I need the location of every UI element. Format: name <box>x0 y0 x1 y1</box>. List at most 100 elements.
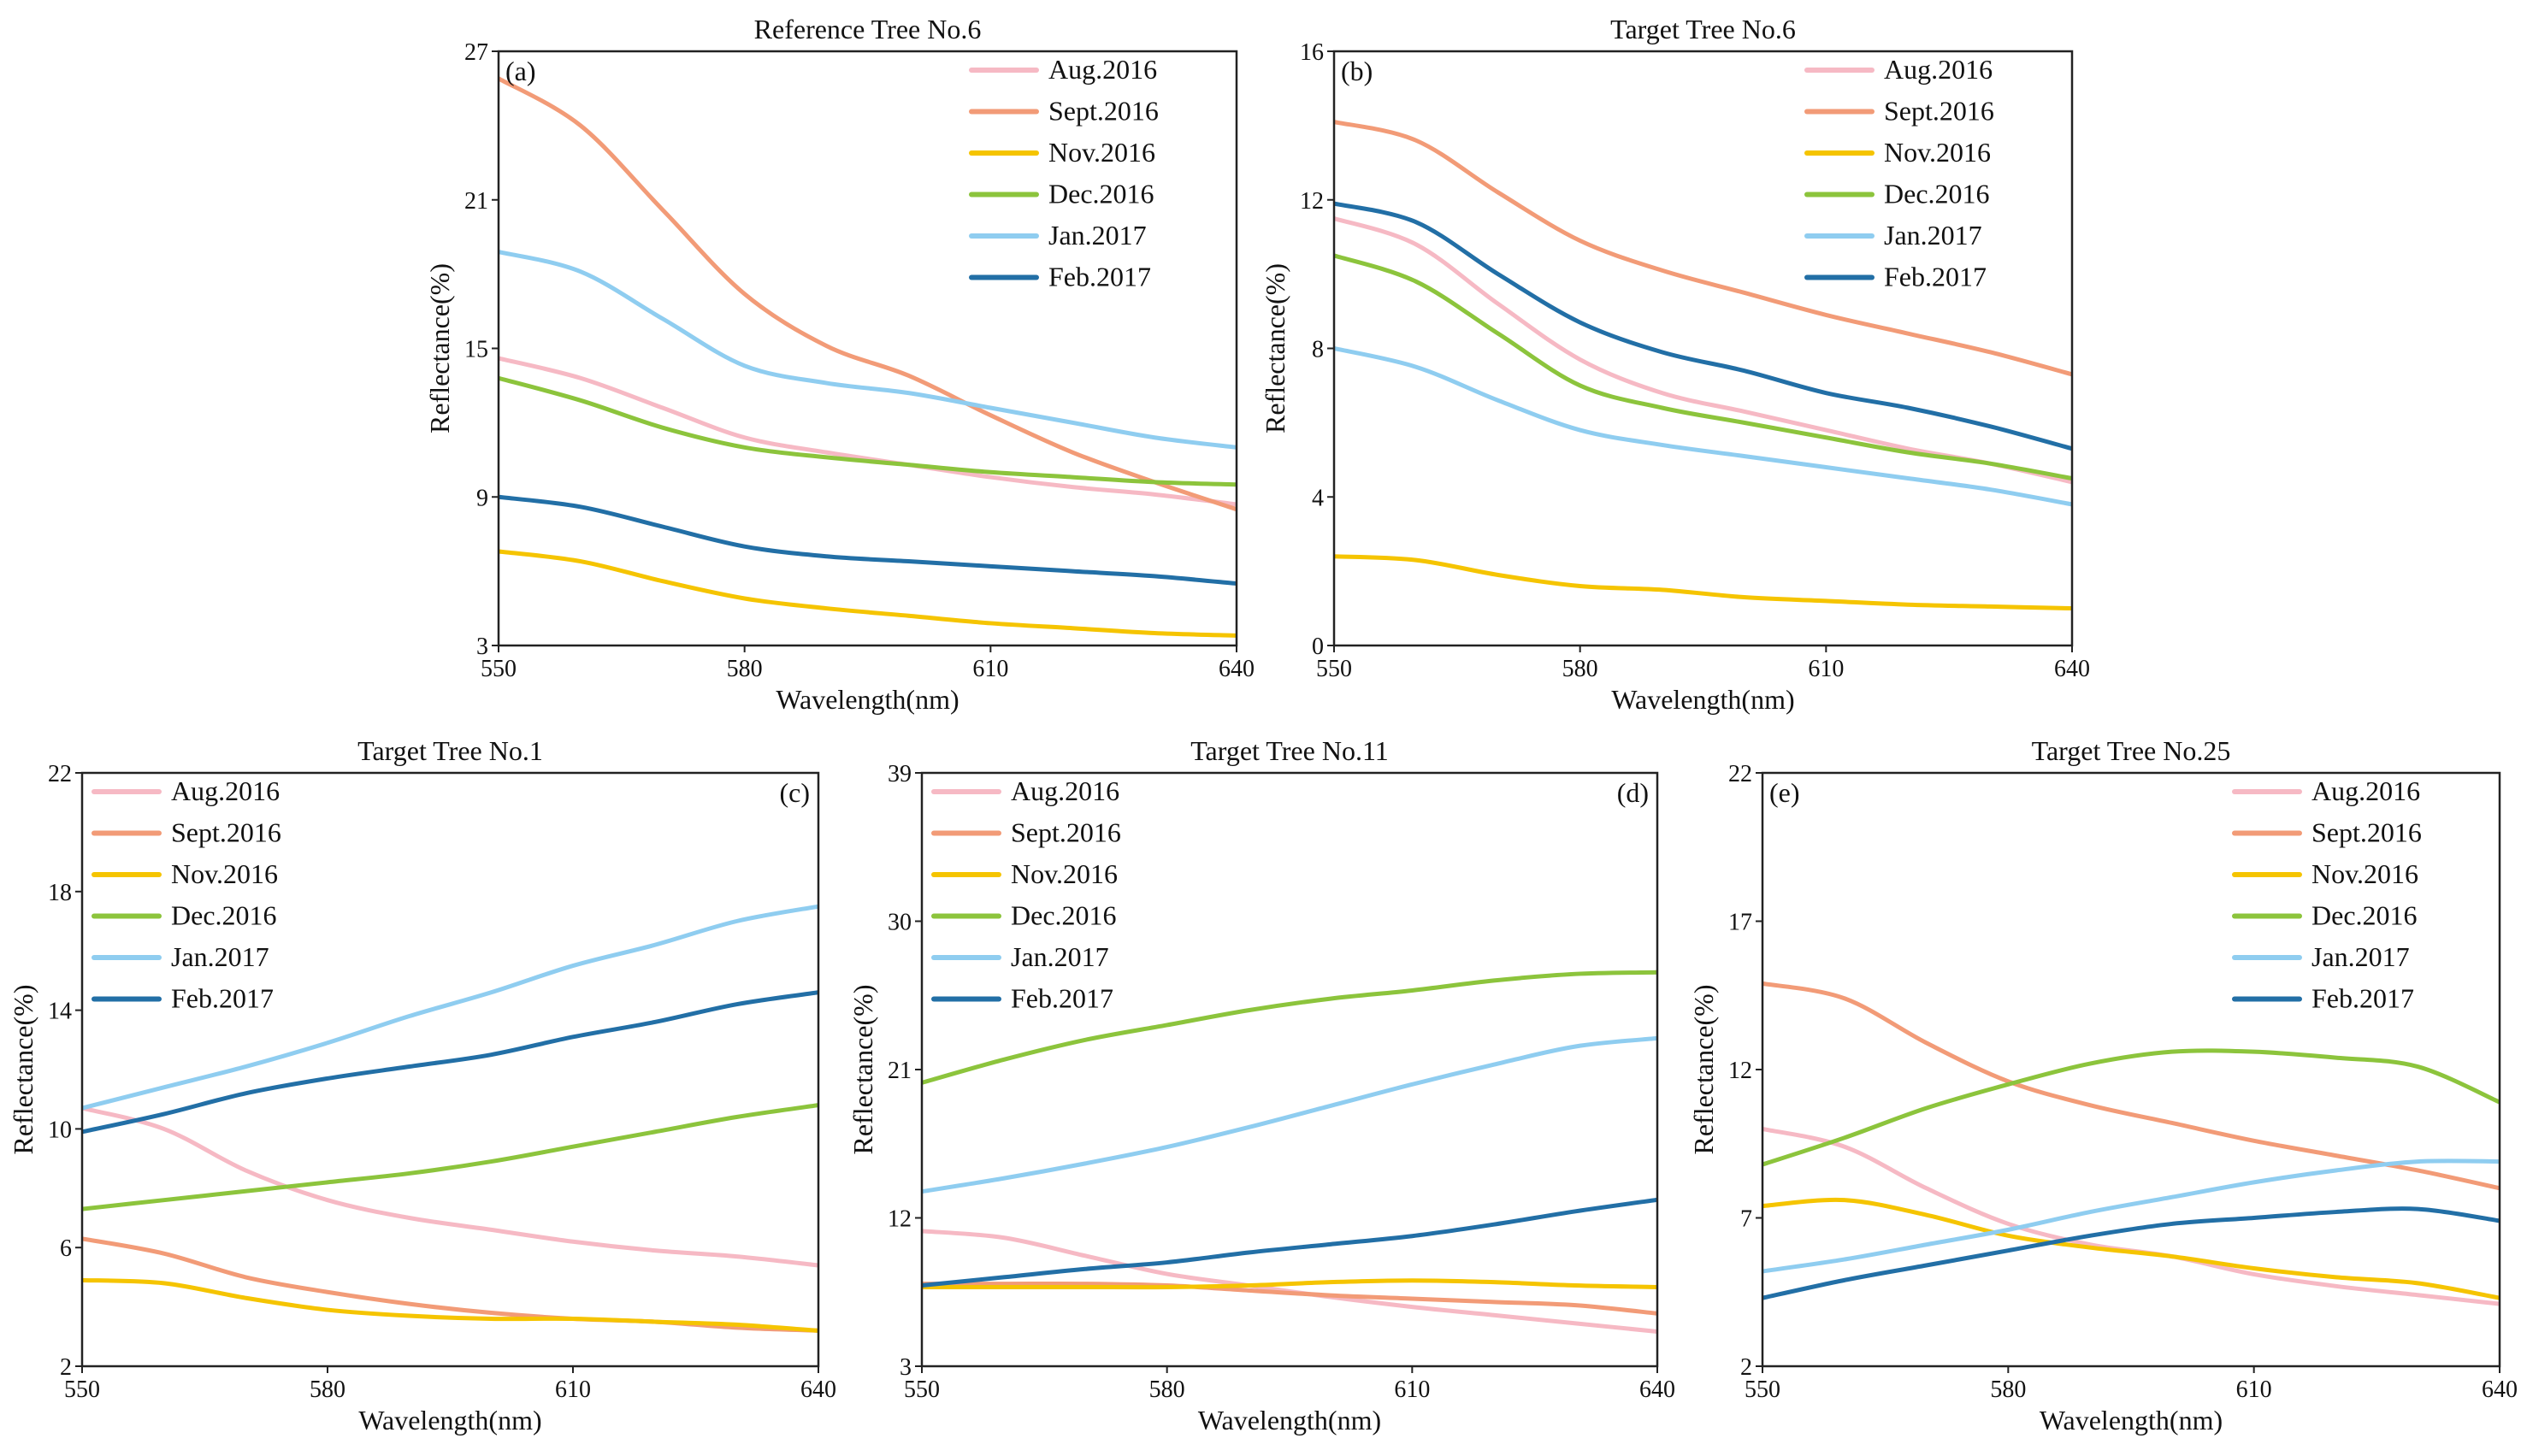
x-tick-label: 610 <box>1808 656 1844 682</box>
y-axis-label: Reflectance(%) <box>1688 985 1719 1155</box>
legend-label: Nov.2016 <box>1011 858 1118 889</box>
x-tick-label: 550 <box>904 1376 940 1403</box>
plot-frame <box>80 771 820 1368</box>
legend-label: Feb.2017 <box>2311 983 2414 1014</box>
legend-label: Sept.2016 <box>1048 96 1159 127</box>
legend-label: Jan.2017 <box>1011 941 1109 972</box>
y-tick-label: 7 <box>1740 1206 1752 1233</box>
legend-item: Jan.2017 <box>931 941 1109 972</box>
legend-item: Sept.2016 <box>2232 817 2422 848</box>
series-line-Sept.2016 <box>922 1281 1657 1316</box>
series-line-Nov.2016 <box>82 1277 818 1333</box>
panel-e: Target Tree No.25 550 580 610 640 2 7 12 17 22 Wav… <box>1688 735 2518 1435</box>
legend-item: Jan.2017 <box>92 941 269 972</box>
series-line-Feb.2017 <box>499 494 1237 587</box>
panel-title: Target Tree No.11 <box>1190 735 1389 766</box>
series-line-Sept.2016 <box>499 76 1237 512</box>
series-line-Nov.2016 <box>1762 1197 2500 1300</box>
legend-label: Nov.2016 <box>1884 137 1991 168</box>
legend-item: Sept.2016 <box>969 96 1159 127</box>
legend-item: Aug.2016 <box>931 775 1119 806</box>
y-tick-label: 6 <box>60 1235 72 1262</box>
y-tick-label: 14 <box>48 999 72 1025</box>
legend-label: Jan.2017 <box>1048 220 1147 251</box>
series-line-Aug.2016 <box>499 356 1237 507</box>
legend-item: Feb.2017 <box>1804 262 1987 292</box>
panel-title: Reference Tree No.6 <box>754 14 982 44</box>
legend: Aug.2016 Sept.2016 Nov.2016 Dec.2016 Jan.201… <box>2232 775 2422 1014</box>
y-tick-label: 4 <box>1312 485 1324 511</box>
legend-label: Aug.2016 <box>1011 775 1119 806</box>
y-tick-label: 9 <box>476 485 488 511</box>
series-line-Jan.2017 <box>499 250 1237 450</box>
panel-tag: (e) <box>1769 777 1800 808</box>
x-tick-label: 610 <box>972 656 1008 682</box>
series-group <box>82 904 818 1333</box>
y-tick-label: 22 <box>1728 761 1752 787</box>
x-tick-label: 580 <box>1149 1376 1185 1403</box>
legend: Aug.2016 Sept.2016 Nov.2016 Dec.2016 Jan.201… <box>931 775 1121 1014</box>
legend-label: Dec.2016 <box>2311 900 2418 931</box>
series-line-Jan.2017 <box>1762 1158 2500 1274</box>
series-line-Nov.2016 <box>499 549 1237 638</box>
x-tick-label: 610 <box>555 1376 591 1403</box>
y-axis-label: Reflectance(%) <box>8 985 38 1155</box>
series-line-Dec.2016 <box>499 375 1237 487</box>
y-tick-label: 2 <box>60 1354 72 1381</box>
series-line-Nov.2016 <box>922 1278 1657 1290</box>
legend-item: Dec.2016 <box>2232 900 2418 931</box>
legend-item: Feb.2017 <box>931 983 1113 1014</box>
legend-label: Jan.2017 <box>1884 220 1982 251</box>
series-group <box>499 76 1237 638</box>
legend-item: Aug.2016 <box>969 54 1157 85</box>
legend-item: Feb.2017 <box>2232 983 2414 1014</box>
legend-item: Sept.2016 <box>92 817 281 848</box>
legend-item: Jan.2017 <box>1804 220 1982 251</box>
series-line-Dec.2016 <box>82 1103 818 1211</box>
series-line-Feb.2017 <box>1334 201 2072 451</box>
series-line-Aug.2016 <box>1334 215 2072 485</box>
series-line-Dec.2016 <box>1762 1048 2500 1167</box>
legend-item: Dec.2016 <box>969 179 1154 209</box>
x-axis-label: Wavelength(nm) <box>1611 684 1794 715</box>
y-tick-label: 30 <box>888 910 912 936</box>
legend-item: Feb.2017 <box>92 983 274 1014</box>
x-axis-label: Wavelength(nm) <box>1198 1405 1381 1435</box>
series-line-Aug.2016 <box>82 1105 818 1268</box>
x-tick-label: 580 <box>310 1376 345 1403</box>
legend-label: Sept.2016 <box>1011 817 1121 848</box>
y-tick-label: 22 <box>48 761 72 787</box>
panel-tag: (c) <box>779 777 810 808</box>
legend-item: Aug.2016 <box>2232 775 2420 806</box>
y-tick-label: 21 <box>464 188 488 215</box>
legend-item: Aug.2016 <box>1804 54 1993 85</box>
x-tick-label: 640 <box>800 1376 836 1403</box>
x-tick-label: 550 <box>64 1376 100 1403</box>
legend-label: Jan.2017 <box>2311 941 2410 972</box>
panel-title: Target Tree No.6 <box>1610 14 1796 44</box>
y-tick-label: 8 <box>1312 337 1324 363</box>
y-tick-label: 17 <box>1728 910 1752 936</box>
legend: Aug.2016 Sept.2016 Nov.2016 Dec.2016 Jan.201… <box>1804 54 1994 292</box>
y-axis-label: Reflectance(%) <box>424 263 455 433</box>
y-tick-label: 12 <box>1728 1058 1752 1084</box>
legend-item: Dec.2016 <box>1804 179 1990 209</box>
x-tick-label: 640 <box>2482 1376 2518 1403</box>
legend-label: Sept.2016 <box>2311 817 2422 848</box>
legend-label: Dec.2016 <box>171 900 277 931</box>
legend: Aug.2016 Sept.2016 Nov.2016 Dec.2016 Jan.201… <box>92 775 281 1014</box>
series-group <box>1762 981 2500 1306</box>
legend-label: Dec.2016 <box>1048 179 1154 209</box>
series-line-Jan.2017 <box>1334 346 2072 507</box>
x-axis-label: Wavelength(nm) <box>358 1405 541 1435</box>
series-line-Sept.2016 <box>1334 120 2072 377</box>
legend-item: Aug.2016 <box>92 775 280 806</box>
y-tick-label: 3 <box>476 634 488 660</box>
x-tick-label: 580 <box>727 656 763 682</box>
x-tick-label: 610 <box>2236 1376 2272 1403</box>
legend-label: Nov.2016 <box>1048 137 1155 168</box>
legend-label: Aug.2016 <box>1048 54 1157 85</box>
legend-label: Dec.2016 <box>1884 179 1990 209</box>
x-axis-label: Wavelength(nm) <box>2040 1405 2223 1435</box>
